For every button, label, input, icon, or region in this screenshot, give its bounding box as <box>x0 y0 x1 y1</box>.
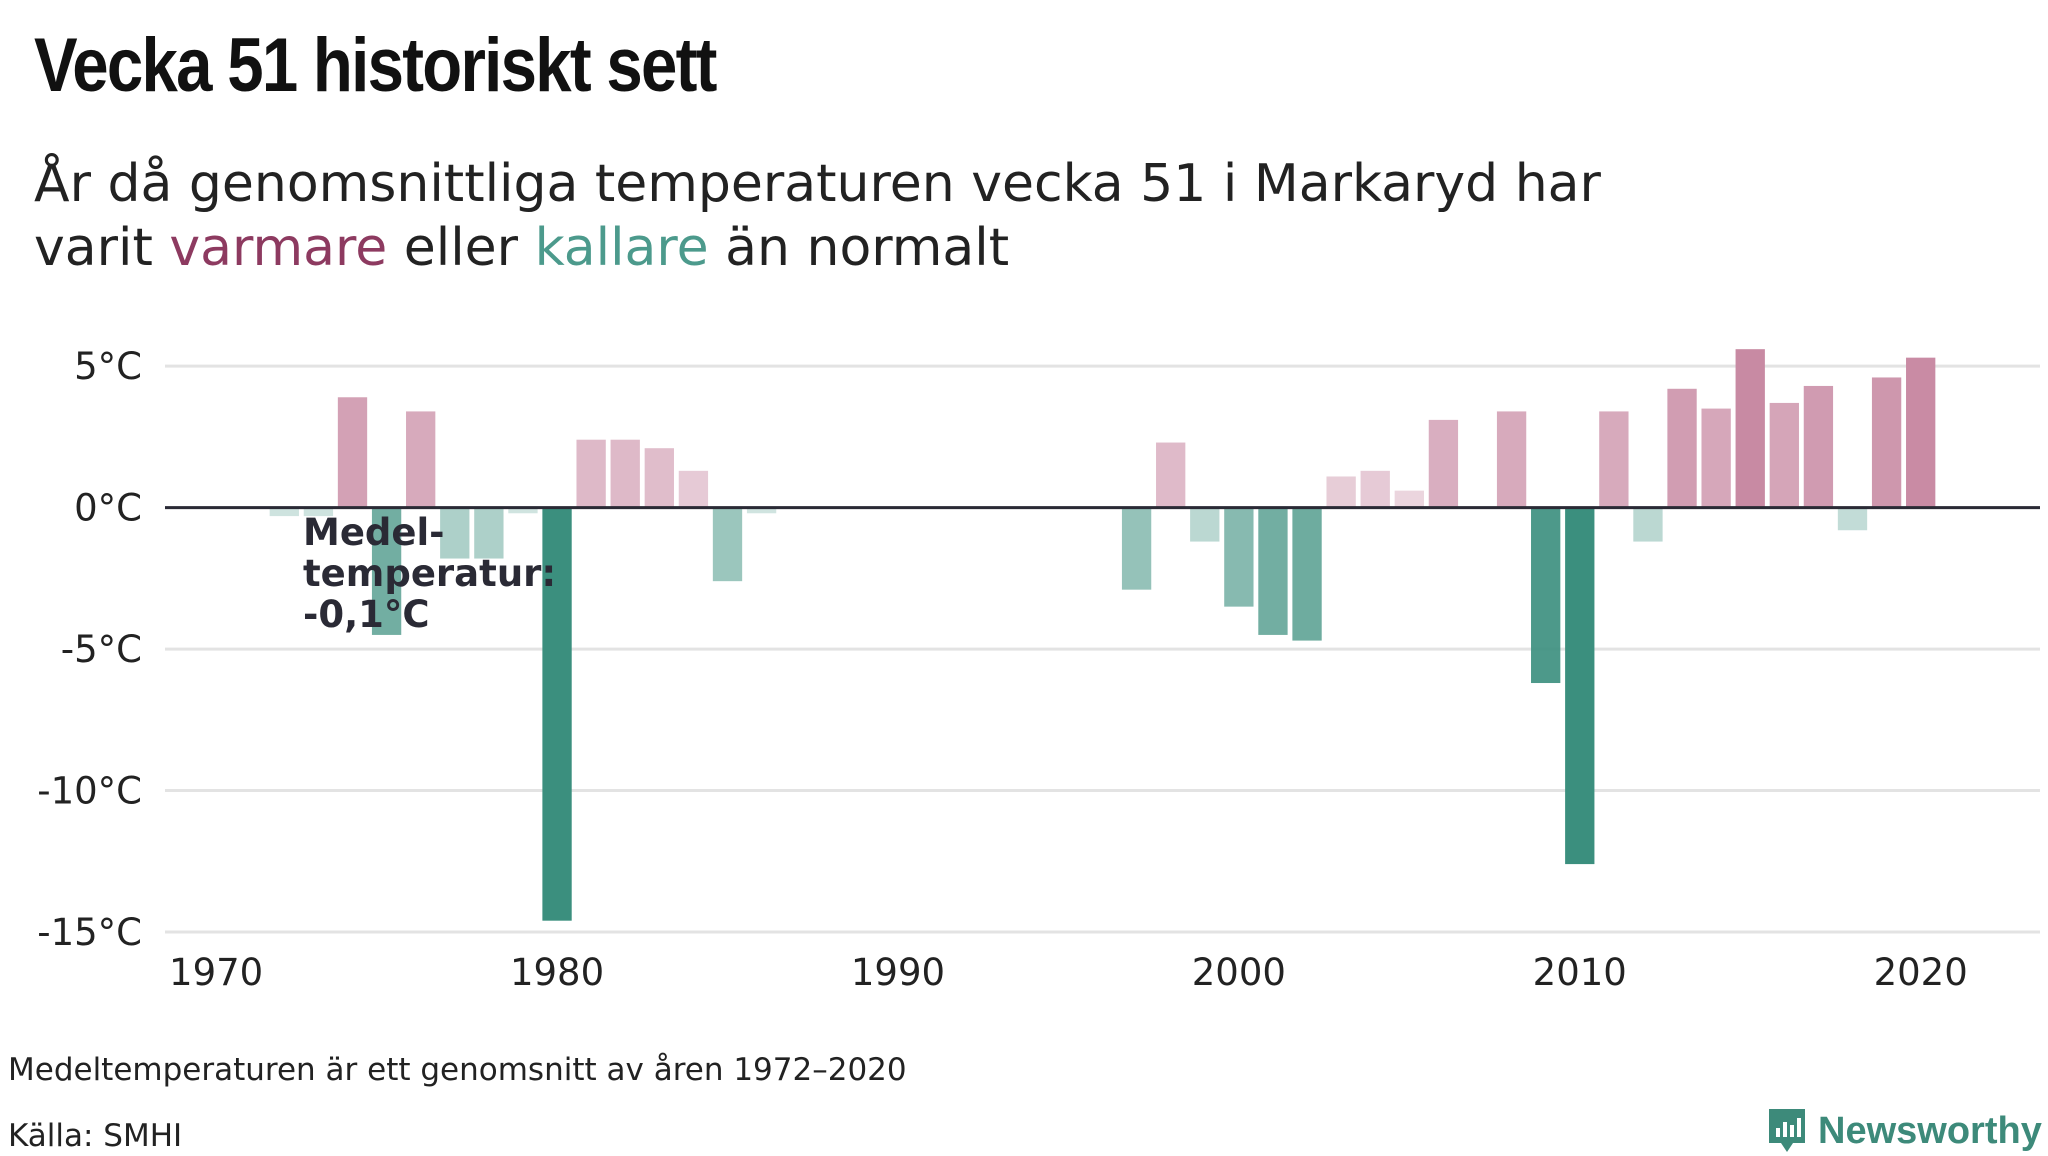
subtitle-middle: eller <box>387 218 535 278</box>
bar-cold <box>1121 507 1152 590</box>
bar-warm <box>1769 402 1799 508</box>
x-tick-label: 2020 <box>1874 951 1968 994</box>
x-tick-label: 1980 <box>510 951 604 994</box>
bar-cold <box>542 507 572 921</box>
bar-warm <box>1428 419 1459 508</box>
bar-warm <box>1667 388 1697 508</box>
x-tick-label: 1970 <box>169 951 263 994</box>
bar-chart: 5°C 0°C -5°C -10°C -15°C 1970 1980 1990 2000 201… <box>37 345 2040 994</box>
bar-warm <box>1735 349 1765 508</box>
bar-warm <box>1496 411 1527 508</box>
bar-cold <box>440 507 470 559</box>
y-tick-label: -15°C <box>37 911 142 954</box>
x-tick-label: 2010 <box>1533 951 1627 994</box>
bar-cold <box>1531 507 1561 684</box>
bar-cold <box>303 507 334 517</box>
y-tick-label: -5°C <box>61 628 142 671</box>
warm-legend-word: varmare <box>169 218 388 278</box>
x-tick-label: 2000 <box>1192 951 1286 994</box>
bar-series <box>269 349 1936 921</box>
subtitle-prefix: varit <box>34 218 170 278</box>
bar-warm <box>576 439 606 508</box>
bar-warm <box>337 397 368 508</box>
bar-warm <box>1599 411 1629 508</box>
bar-warm <box>1803 385 1834 508</box>
bar-cold <box>1837 507 1868 531</box>
brand-logo: Newsworthy <box>1766 1106 2042 1156</box>
bar-cold <box>1258 507 1288 635</box>
bar-cold <box>508 507 538 514</box>
footnote: Medeltemperaturen är ett genomsnitt av å… <box>8 1052 907 1088</box>
y-axis-tick-labels: 5°C 0°C -5°C -10°C -15°C <box>37 345 142 954</box>
bar-cold <box>712 507 743 582</box>
bar-warm <box>610 439 640 508</box>
bar-warm <box>1156 442 1186 508</box>
source-note: Källa: SMHI <box>8 1118 183 1154</box>
bar-warm <box>1326 476 1356 508</box>
bar-cold <box>746 507 777 514</box>
cold-legend-word: kallare <box>534 218 709 278</box>
chart-title: Vecka 51 historiskt sett <box>34 23 717 108</box>
chart-subtitle: År då genomsnittliga temperaturen vecka … <box>34 152 1734 280</box>
bar-warm <box>1906 357 1936 508</box>
mean-annotation-line3: -0,1°C <box>303 593 430 636</box>
mean-annotation-line2: temperatur: <box>303 552 556 595</box>
bar-warm <box>1701 408 1731 508</box>
bar-cold <box>474 507 504 559</box>
y-tick-label: -10°C <box>37 770 142 813</box>
bar-warm <box>1871 377 1902 508</box>
x-axis-tick-labels: 1970 1980 1990 2000 2010 2020 <box>169 951 1968 994</box>
bar-cold <box>1224 507 1254 607</box>
mean-annotation-line1: Medel- <box>303 511 445 554</box>
bar-warm <box>1394 490 1424 508</box>
newsworthy-logo-icon <box>1769 1109 1805 1152</box>
subtitle-line1: År då genomsnittliga temperaturen vecka … <box>34 154 1601 214</box>
bar-warm <box>678 470 709 508</box>
bar-warm <box>644 448 674 508</box>
bar-cold <box>1565 507 1595 865</box>
bar-cold <box>1292 507 1322 641</box>
bar-cold <box>269 507 299 517</box>
bar-cold <box>1190 507 1220 542</box>
y-tick-label: 0°C <box>74 487 142 530</box>
bar-warm <box>406 411 436 508</box>
x-tick-label: 1990 <box>851 951 945 994</box>
bar-cold <box>371 507 402 635</box>
bar-cold <box>1633 507 1663 542</box>
bar-warm <box>1360 470 1390 508</box>
y-tick-label: 5°C <box>74 345 142 388</box>
brand-name: Newsworthy <box>1818 1109 2042 1152</box>
subtitle-suffix: än normalt <box>708 218 1010 278</box>
